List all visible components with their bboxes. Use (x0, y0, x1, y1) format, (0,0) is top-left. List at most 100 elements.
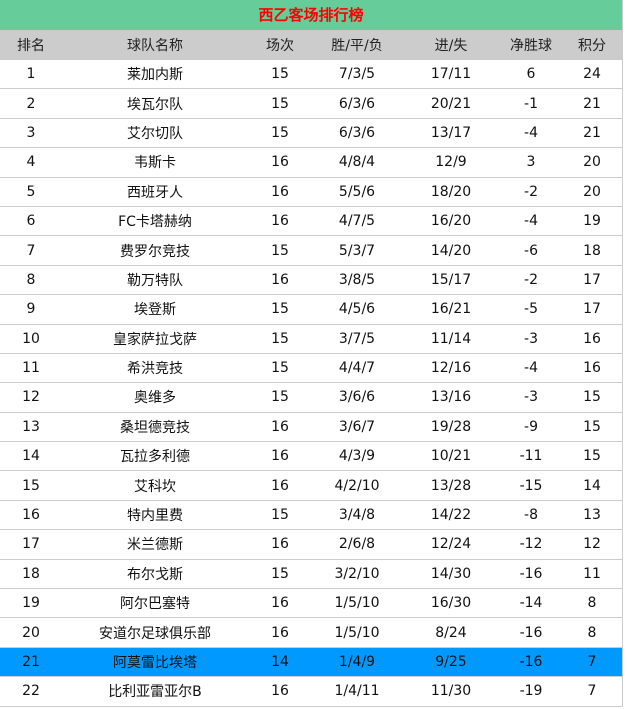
cell-goals: 10/21 (402, 441, 500, 472)
page-title: 西乙客场排行榜 (0, 0, 622, 30)
cell-goal-diff: -4 (500, 118, 562, 149)
cell-wdl: 6/3/6 (312, 88, 402, 119)
cell-wdl: 1/5/10 (312, 617, 402, 648)
table-row[interactable]: 11 希洪竞技 15 4/4/7 12/16 -4 16 (0, 353, 622, 384)
cell-played: 16 (248, 265, 312, 296)
cell-played: 15 (248, 60, 312, 90)
cell-played: 16 (248, 206, 312, 237)
cell-goals: 13/28 (402, 470, 500, 501)
cell-played: 15 (248, 118, 312, 149)
cell-points: 20 (562, 177, 622, 207)
table-row[interactable]: 20 安道尔足球俱乐部 16 1/5/10 8/24 -16 8 (0, 617, 622, 648)
table-row[interactable]: 2 埃瓦尔队 15 6/3/6 20/21 -1 21 (0, 88, 622, 119)
cell-team: 安道尔足球俱乐部 (62, 617, 248, 648)
cell-played: 16 (248, 147, 312, 178)
header-goals: 进/失 (402, 30, 500, 60)
cell-team: 勒万特队 (62, 265, 248, 296)
cell-goal-diff: -12 (500, 529, 562, 560)
cell-rank: 12 (0, 382, 62, 413)
cell-rank: 13 (0, 412, 62, 443)
cell-played: 15 (248, 500, 312, 531)
cell-points: 16 (562, 353, 622, 384)
cell-rank: 8 (0, 265, 62, 296)
cell-rank: 3 (0, 118, 62, 149)
cell-goal-diff: -19 (500, 676, 562, 707)
table-row[interactable]: 22 比利亚雷亚尔B 16 1/4/11 11/30 -19 7 (0, 676, 622, 707)
cell-wdl: 3/8/5 (312, 265, 402, 296)
cell-goals: 9/25 (402, 647, 500, 678)
cell-team: 奥维多 (62, 382, 248, 413)
table-row[interactable]: 8 勒万特队 16 3/8/5 15/17 -2 17 (0, 265, 622, 296)
cell-points: 19 (562, 206, 622, 237)
table-row[interactable]: 6 FC卡塔赫纳 16 4/7/5 16/20 -4 19 (0, 206, 622, 237)
cell-goal-diff: -3 (500, 382, 562, 413)
cell-goals: 11/30 (402, 676, 500, 707)
cell-goals: 14/22 (402, 500, 500, 531)
cell-goals: 8/24 (402, 617, 500, 648)
cell-team: 莱加内斯 (62, 60, 248, 90)
cell-goal-diff: -14 (500, 588, 562, 619)
cell-wdl: 5/5/6 (312, 177, 402, 207)
cell-goals: 16/20 (402, 206, 500, 237)
cell-wdl: 4/4/7 (312, 353, 402, 384)
cell-played: 16 (248, 529, 312, 560)
cell-points: 7 (562, 676, 622, 707)
cell-wdl: 3/7/5 (312, 324, 402, 354)
table-row[interactable]: 7 费罗尔竞技 15 5/3/7 14/20 -6 18 (0, 235, 622, 266)
table-row[interactable]: 18 布尔戈斯 15 3/2/10 14/30 -16 11 (0, 559, 622, 590)
cell-points: 12 (562, 529, 622, 560)
header-goal-diff: 净胜球 (500, 30, 562, 60)
cell-wdl: 3/6/6 (312, 382, 402, 413)
header-rank: 排名 (0, 30, 62, 60)
cell-goals: 19/28 (402, 412, 500, 443)
table-row[interactable]: 5 西班牙人 16 5/5/6 18/20 -2 20 (0, 177, 622, 207)
table-row[interactable]: 1 莱加内斯 15 7/3/5 17/11 6 24 (0, 60, 622, 90)
cell-rank: 16 (0, 500, 62, 531)
table-row[interactable]: 21 阿莫雷比埃塔 14 1/4/9 9/25 -16 7 (0, 647, 622, 678)
table-header: 排名 球队名称 场次 胜/平/负 进/失 净胜球 积分 (0, 30, 622, 60)
table-row[interactable]: 13 桑坦德竞技 16 3/6/7 19/28 -9 15 (0, 412, 622, 443)
cell-goal-diff: -4 (500, 353, 562, 384)
cell-played: 16 (248, 588, 312, 619)
cell-goals: 12/9 (402, 147, 500, 178)
cell-goal-diff: -16 (500, 617, 562, 648)
table-row[interactable]: 10 皇家萨拉戈萨 15 3/7/5 11/14 -3 16 (0, 324, 622, 354)
table-row[interactable]: 12 奥维多 15 3/6/6 13/16 -3 15 (0, 382, 622, 413)
cell-wdl: 4/3/9 (312, 441, 402, 472)
cell-played: 16 (248, 177, 312, 207)
cell-points: 24 (562, 60, 622, 90)
header-played: 场次 (248, 30, 312, 60)
cell-goal-diff: -4 (500, 206, 562, 237)
table-row[interactable]: 17 米兰德斯 16 2/6/8 12/24 -12 12 (0, 529, 622, 560)
cell-wdl: 2/6/8 (312, 529, 402, 560)
cell-rank: 21 (0, 647, 62, 678)
cell-rank: 10 (0, 324, 62, 354)
header-team: 球队名称 (62, 30, 248, 60)
table-row[interactable]: 15 艾科坎 16 4/2/10 13/28 -15 14 (0, 470, 622, 501)
table-row[interactable]: 19 阿尔巴塞特 16 1/5/10 16/30 -14 8 (0, 588, 622, 619)
table-row[interactable]: 16 特内里费 15 3/4/8 14/22 -8 13 (0, 500, 622, 531)
cell-points: 21 (562, 88, 622, 119)
cell-rank: 14 (0, 441, 62, 472)
cell-played: 14 (248, 647, 312, 678)
cell-goals: 14/30 (402, 559, 500, 590)
table-row[interactable]: 14 瓦拉多利德 16 4/3/9 10/21 -11 15 (0, 441, 622, 472)
cell-goal-diff: -5 (500, 294, 562, 325)
cell-wdl: 3/2/10 (312, 559, 402, 590)
cell-played: 15 (248, 382, 312, 413)
cell-rank: 5 (0, 177, 62, 207)
cell-rank: 4 (0, 147, 62, 178)
table-row[interactable]: 4 韦斯卡 16 4/8/4 12/9 3 20 (0, 147, 622, 178)
cell-played: 16 (248, 470, 312, 501)
table-row[interactable]: 3 艾尔切队 15 6/3/6 13/17 -4 21 (0, 118, 622, 149)
cell-goals: 18/20 (402, 177, 500, 207)
cell-goal-diff: -9 (500, 412, 562, 443)
cell-points: 20 (562, 147, 622, 178)
cell-goals: 12/24 (402, 529, 500, 560)
cell-rank: 17 (0, 529, 62, 560)
cell-team: 米兰德斯 (62, 529, 248, 560)
cell-goal-diff: -15 (500, 470, 562, 501)
cell-rank: 20 (0, 617, 62, 648)
table-row[interactable]: 9 埃登斯 15 4/5/6 16/21 -5 17 (0, 294, 622, 325)
cell-wdl: 1/4/11 (312, 676, 402, 707)
